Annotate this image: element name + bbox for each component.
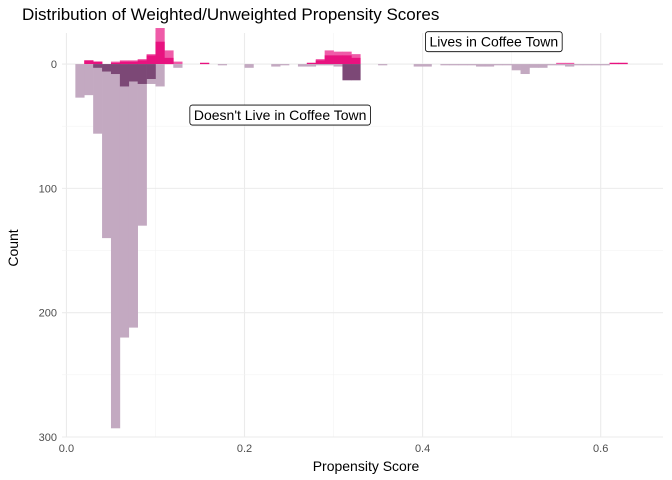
bar-unweighted_up [155,41,165,65]
bar-overlap_down [93,64,103,68]
bar-weighted_down [128,64,138,328]
bar-overlap_down [102,64,112,72]
bar-weighted_down [440,64,450,66]
bar-weighted_down [484,64,495,67]
bar-weighted_down [297,64,308,67]
bar-overlap_down [110,64,121,75]
bar-weighted_down [600,64,610,66]
bar-weighted_down [413,64,423,67]
x-tick-label: 0.4 [415,443,430,455]
bar-weighted_down [155,64,165,87]
bar-weighted_down [547,64,557,66]
bar-weighted_down [422,64,432,67]
bar-weighted_up [556,62,566,65]
bar-unweighted_up [351,57,361,65]
bar-weighted_down [315,64,325,66]
bar-weighted_down [378,64,388,66]
bar-unweighted_up [618,62,628,65]
bar-unweighted_up [333,55,343,65]
annotations-layer: Lives in Coffee Town Doesn't Live in Cof… [189,31,563,126]
annotation-lives-in-coffee-town: Lives in Coffee Town [429,34,558,50]
bar-weighted_down [110,64,121,429]
bar-weighted_up [565,62,575,65]
bar-unweighted_up [146,55,156,65]
bar-overlap_down [146,64,156,79]
chart-title: Distribution of Weighted/Unweighted Prop… [22,5,439,24]
bar-weighted_down [119,64,130,338]
bar-weighted_down [173,64,183,68]
bar-weighted_down [75,64,85,98]
x-tick-label: 0.0 [59,443,74,455]
bar-weighted_down [324,64,334,66]
bar-unweighted_up [128,61,138,65]
annotation-box-lives [425,31,563,53]
bar-unweighted_up [609,62,619,65]
bar-weighted_down [591,64,601,66]
x-tick-label: 0.6 [593,443,608,455]
grid-layer [62,33,663,438]
bar-unweighted_up [306,62,317,65]
bar-unweighted_up [164,57,174,65]
y-axis-title: Count [5,229,21,266]
bar-weighted_up [164,50,174,65]
bar-weighted_down [538,64,548,68]
bar-overlap_down [351,64,361,81]
bar-weighted_down [529,64,539,68]
bar-weighted_down [582,64,593,66]
annotation-doesnt-live-in-coffee-town: Doesn't Live in Coffee Town [194,107,367,123]
bar-weighted_down [556,64,566,66]
bar-weighted_down [520,64,530,75]
bar-weighted_down [493,64,504,66]
bar-unweighted_up [137,60,147,65]
bar-weighted_down [280,64,290,66]
y-tick-label: 0 [51,59,57,71]
y-tick-label: 100 [39,183,57,195]
bar-overlap_down [342,64,352,81]
bar-weighted_down [573,64,584,66]
bar-unweighted_up [324,55,334,65]
bar-weighted_up [173,61,183,65]
bar-unweighted_up [84,60,94,65]
bar-overlap_down [119,64,130,87]
bar-weighted_down [102,64,112,239]
bar-weighted_down [244,64,254,68]
bar-weighted_down [476,64,486,67]
bar-weighted_down [565,64,575,67]
ticks-layer: 0.0 0.2 0.4 0.6 0 100 200 300 [39,59,609,455]
bar-unweighted_up [342,55,352,65]
bar-weighted_down [502,64,512,66]
bar-weighted_down [84,64,94,96]
bar-overlap_down [137,64,147,84]
bar-weighted_down [271,64,281,67]
bar-overlap_down [128,64,138,82]
bar-unweighted_up [110,62,121,65]
bar-weighted_down [467,64,477,66]
bar-weighted_down [137,64,147,226]
bar-weighted_down [306,64,317,67]
bar-weighted_down [93,64,103,134]
annotation-box-doesnt-live [189,104,371,126]
y-tick-label: 300 [39,432,57,444]
bar-unweighted_up [315,60,325,65]
bars-layer [75,28,628,429]
bar-unweighted_up [93,61,103,65]
x-tick-label: 0.2 [237,443,252,455]
bar-weighted_down [458,64,468,66]
bar-weighted_down [333,64,343,67]
bar-weighted_down [511,64,521,71]
bar-unweighted_up [200,62,210,65]
bar-weighted_down [217,64,228,66]
y-tick-label: 200 [39,308,57,320]
bar-unweighted_up [119,61,130,65]
bar-weighted_down [449,64,459,66]
x-axis-title: Propensity Score [313,458,420,474]
